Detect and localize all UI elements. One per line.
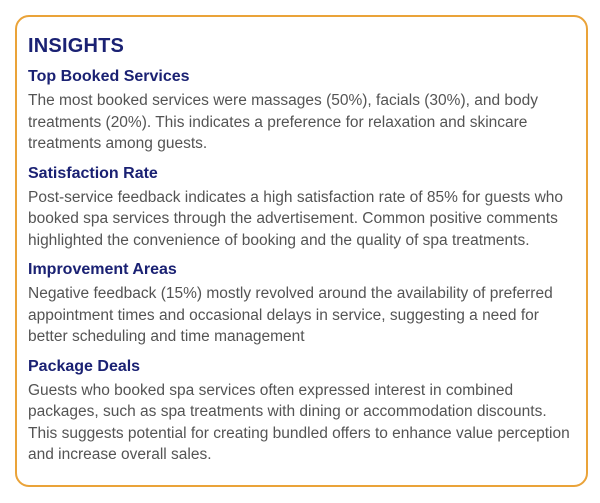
section-package-deals: Package Deals Guests who booked spa serv… [28,357,572,466]
section-heading: Top Booked Services [28,67,572,87]
section-top-booked-services: Top Booked Services The most booked serv… [28,67,572,155]
section-body: Guests who booked spa services often exp… [28,380,572,466]
section-heading: Satisfaction Rate [28,164,572,184]
section-body: The most booked services were massages (… [28,90,572,155]
section-heading: Improvement Areas [28,260,572,280]
section-improvement-areas: Improvement Areas Negative feedback (15%… [28,260,572,348]
section-satisfaction-rate: Satisfaction Rate Post-service feedback … [28,164,572,252]
insights-card: INSIGHTS Top Booked Services The most bo… [15,15,588,487]
section-body: Post-service feedback indicates a high s… [28,187,572,252]
section-heading: Package Deals [28,357,572,377]
card-title: INSIGHTS [28,35,572,58]
section-body: Negative feedback (15%) mostly revolved … [28,283,572,348]
